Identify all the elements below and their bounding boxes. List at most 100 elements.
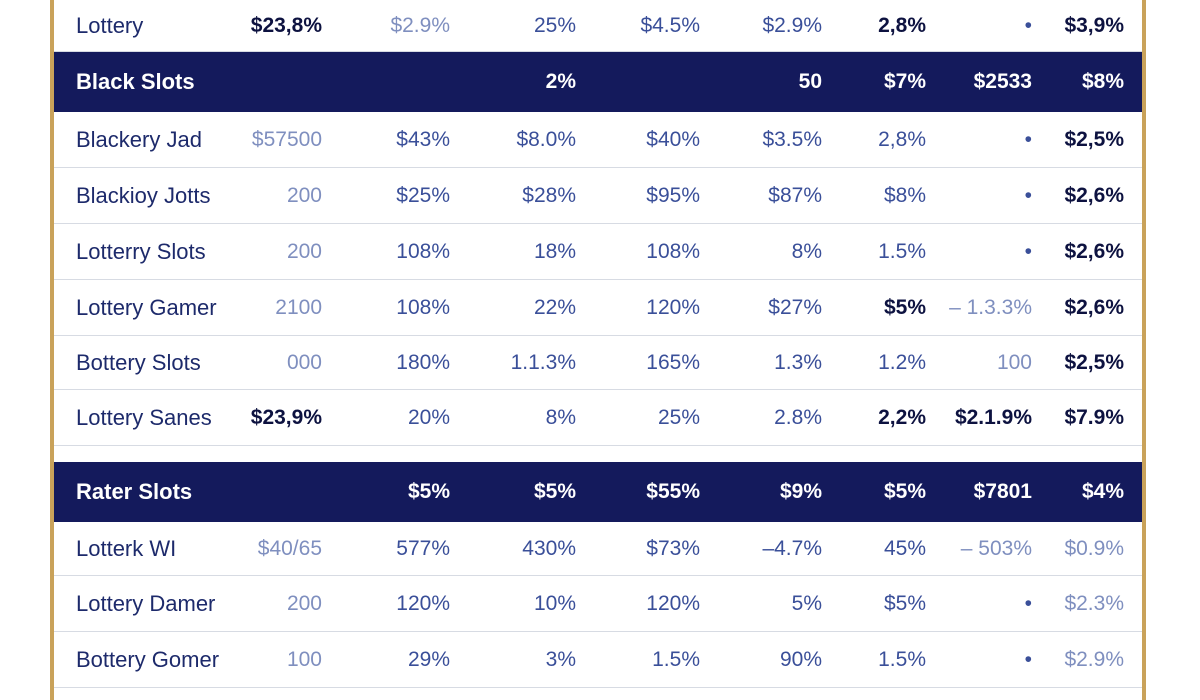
table-cell: $7801 xyxy=(973,480,1032,503)
table-cell: $43% xyxy=(396,127,450,151)
table-cell: $2,6% xyxy=(1064,239,1124,263)
table-row: Lotterry Slots 200 108% 18% 108% 8% 1.5% • $2,6% xyxy=(54,224,1142,280)
table-cell: $87% xyxy=(768,183,822,207)
table-cell: $5% xyxy=(533,480,576,503)
table-cell: • xyxy=(1024,239,1032,263)
table-cell: $5% xyxy=(407,480,450,503)
table-cell: 29% xyxy=(407,647,450,671)
table-cell: 200 xyxy=(286,183,322,207)
table-cell: 000 xyxy=(286,350,322,374)
table-cell: 18% xyxy=(533,239,576,263)
row-label: Lottery Sanes xyxy=(76,404,212,430)
table-cell: – 1.3.3% xyxy=(949,295,1032,319)
table-cell: $40/65 xyxy=(257,536,322,560)
table-cell: $2533 xyxy=(973,70,1032,93)
table-row: Blackioy Jotts 200 $25% $28% $95% $87% $8% • $2,… xyxy=(54,168,1142,224)
row-label: Lottery Gamer xyxy=(76,294,217,320)
section-title: Rater Slots xyxy=(76,479,193,504)
table-cell: 1.3% xyxy=(774,350,822,374)
table-cell: – 503% xyxy=(960,536,1032,560)
table-cell: $8% xyxy=(883,183,926,207)
table-cell: $9% xyxy=(779,480,822,503)
table-cell: $4% xyxy=(1081,480,1124,503)
table-row: Lottery Gamer 2100 108% 22% 120% $27% $5% – 1.3… xyxy=(54,280,1142,336)
table-cell: $3,9% xyxy=(1064,13,1124,37)
table-cell: $3.5% xyxy=(762,127,822,151)
table-cell: • xyxy=(1024,127,1032,151)
table-cell: 50 xyxy=(798,70,822,93)
table-cell: $8% xyxy=(1081,70,1124,93)
row-label: Lotterk WI xyxy=(76,535,177,561)
table-cell: $2,6% xyxy=(1064,295,1124,319)
table-cell: • xyxy=(1024,13,1032,37)
table-cell: 2,8% xyxy=(878,13,926,37)
table-cell: –4.7% xyxy=(762,536,822,560)
table-cell: $95% xyxy=(646,183,700,207)
row-label: Lotterry Slots xyxy=(76,238,206,264)
table-cell: 5% xyxy=(791,591,822,615)
table-cell: $4.5% xyxy=(640,13,700,37)
table-cell: 2% xyxy=(545,70,576,93)
table-cell: $2.1.9% xyxy=(954,405,1032,429)
table-cell: 1.2% xyxy=(878,350,926,374)
table-cell: 45% xyxy=(883,536,926,560)
table-cell: 100 xyxy=(286,647,322,671)
row-label: Lottery Damer xyxy=(76,590,216,616)
table-cell: 25% xyxy=(657,405,700,429)
table-cell: 108% xyxy=(646,239,700,263)
table-cell: 22% xyxy=(533,295,576,319)
table-cell: 2100 xyxy=(275,295,322,319)
table-cell: $25% xyxy=(396,183,450,207)
table-cell: 577% xyxy=(396,536,450,560)
table-cell: 165% xyxy=(646,350,700,374)
table-cell: $2,5% xyxy=(1064,350,1124,374)
table-cell: $27% xyxy=(768,295,822,319)
table-cell: $2.3% xyxy=(1064,591,1124,615)
table-cell: 180% xyxy=(396,350,450,374)
table-cell: • xyxy=(1024,591,1032,615)
table-row: Bottery Gomer 100 29% 3% 1.5% 90% 1.5% • $2.9% xyxy=(54,632,1142,688)
row-label: Blackery Jad xyxy=(76,126,202,152)
table-cell: 8% xyxy=(791,239,822,263)
table-cell: 2,2% xyxy=(878,405,926,429)
table-row: Lottery Damer 200 120% 10% 120% 5% $5% • $2.3% xyxy=(54,576,1142,632)
table-cell: $7% xyxy=(883,70,926,93)
table-cell: 100 xyxy=(996,350,1032,374)
section-title: Black Slots xyxy=(76,69,195,94)
table-cell: $5% xyxy=(883,591,926,615)
table-cell: 2,8% xyxy=(878,127,926,151)
table-cell: $7.9% xyxy=(1064,405,1124,429)
table-cell: $2.9% xyxy=(762,13,822,37)
table-cell: 1.5% xyxy=(878,647,926,671)
table-cell: $23,8% xyxy=(250,13,322,37)
table-cell: 25% xyxy=(533,13,576,37)
table-cell: 2.8% xyxy=(774,405,822,429)
table-cell: 3% xyxy=(545,647,576,671)
table-cell: 108% xyxy=(396,239,450,263)
table-cell: 10% xyxy=(533,591,576,615)
table-cell: $2.9% xyxy=(390,13,450,37)
table-cell: 120% xyxy=(646,591,700,615)
table-cell: $28% xyxy=(522,183,576,207)
table-cell: 120% xyxy=(646,295,700,319)
table-cell: $5% xyxy=(883,295,926,319)
section-header-row: Black Slots 2% 50 $7% $2533 $8% xyxy=(54,52,1142,112)
table-cell: $8.0% xyxy=(516,127,576,151)
table-cell: 1.5% xyxy=(652,647,700,671)
table-cell: $5% xyxy=(883,480,926,503)
table-cell: 120% xyxy=(396,591,450,615)
table-cell: $2,5% xyxy=(1064,127,1124,151)
table-row: Lottery $23,8% $2.9% 25% $4.5% $2.9% 2,8% • $3,9… xyxy=(54,0,1142,52)
table-cell: 1.1.3% xyxy=(510,350,576,374)
table-cell: 90% xyxy=(779,647,822,671)
table-cell: 200 xyxy=(286,591,322,615)
table-row: Bottery Slots 000 180% 1.1.3% 165% 1.3% 1.2% 10… xyxy=(54,336,1142,390)
table-cell: 200 xyxy=(286,239,322,263)
section-header-row: Rater Slots $5% $5% $55% $9% $5% $7801 $4% xyxy=(54,462,1142,522)
row-label: Blackioy Jotts xyxy=(76,182,211,208)
table-cell: 20% xyxy=(407,405,450,429)
table-cell: $55% xyxy=(646,480,700,503)
table-cell: $23,9% xyxy=(250,405,322,429)
row-label: Lottery xyxy=(76,12,144,38)
table-row: Lottery Sanes $23,9% 20% 8% 25% 2.8% 2,2% $2.1.… xyxy=(54,390,1142,446)
